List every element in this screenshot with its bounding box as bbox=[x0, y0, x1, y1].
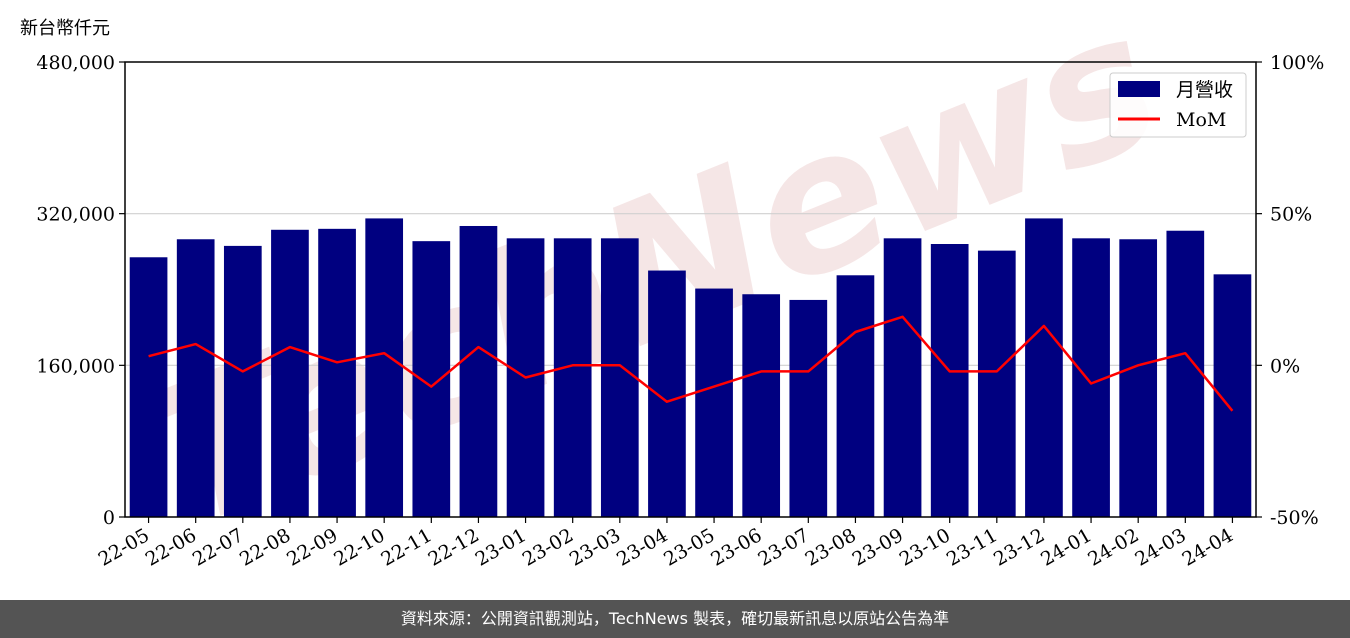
bar bbox=[930, 244, 969, 517]
y-left-tick-label: 320,000 bbox=[36, 204, 115, 226]
bar bbox=[883, 238, 922, 517]
source-footer: 資料來源：公開資訊觀測站，TechNews 製表，確切最新訊息以原站公告為準 bbox=[0, 600, 1350, 638]
legend-label: 月營收 bbox=[1176, 79, 1233, 101]
x-tick-label: 22-12 bbox=[424, 524, 482, 570]
bar bbox=[695, 288, 733, 517]
bar bbox=[836, 275, 875, 517]
y-left-tick-label: 0 bbox=[103, 507, 115, 529]
bar bbox=[223, 245, 262, 518]
bar bbox=[789, 299, 828, 517]
x-tick-label: 24-04 bbox=[1178, 524, 1236, 570]
bar bbox=[412, 241, 451, 517]
plot-frame bbox=[124, 61, 1257, 518]
x-tick-label: 23-09 bbox=[849, 524, 907, 570]
x-tick-label: 23-01 bbox=[472, 524, 530, 570]
x-tick-label: 22-10 bbox=[330, 524, 388, 570]
bar bbox=[553, 238, 592, 517]
x-tick-label: 23-03 bbox=[566, 524, 624, 570]
y-right-tick-label: 100% bbox=[1270, 52, 1324, 74]
bar bbox=[600, 238, 639, 517]
bar bbox=[129, 257, 168, 517]
x-tick-label: 23-05 bbox=[660, 524, 718, 570]
x-tick-label: 24-01 bbox=[1037, 524, 1095, 570]
x-tick-label: 24-03 bbox=[1131, 524, 1189, 570]
x-tick-label: 22-05 bbox=[95, 524, 153, 570]
x-tick-label: 23-12 bbox=[990, 524, 1048, 570]
bar bbox=[318, 228, 356, 518]
bar bbox=[176, 239, 215, 517]
bar bbox=[977, 250, 1016, 517]
y-right-tick-label: -50% bbox=[1270, 507, 1319, 529]
revenue-chart: TechNews 0160,000320,000480,000-50%0%50%… bbox=[36, 0, 1324, 571]
gridlines bbox=[125, 213, 1256, 366]
mom-line bbox=[148, 315, 1234, 412]
x-tick-label: 22-11 bbox=[377, 524, 435, 570]
y-left-tick-label: 160,000 bbox=[36, 355, 115, 377]
legend-bar-swatch bbox=[1118, 81, 1160, 97]
x-tick-label: 23-06 bbox=[707, 524, 765, 570]
y-right-tick-label: 50% bbox=[1270, 204, 1312, 226]
bar bbox=[271, 229, 309, 517]
x-tick-label: 23-02 bbox=[519, 524, 577, 570]
x-tick-label: 23-11 bbox=[943, 524, 1001, 570]
x-tick-label: 24-02 bbox=[1084, 524, 1142, 570]
mom-line-series bbox=[148, 315, 1234, 412]
bar bbox=[459, 225, 498, 518]
x-tick-label: 23-04 bbox=[613, 524, 671, 570]
bar bbox=[1166, 230, 1205, 517]
legend: 月營收 MoM bbox=[1109, 72, 1247, 138]
y-left-tick-label: 480,000 bbox=[36, 52, 115, 74]
bar bbox=[648, 270, 686, 517]
y-right-tick-label: 0% bbox=[1270, 355, 1300, 377]
x-tick-label: 23-08 bbox=[801, 524, 859, 570]
bar bbox=[1025, 218, 1063, 517]
bar bbox=[742, 294, 781, 517]
x-tick-label: 22-06 bbox=[142, 524, 200, 570]
x-tick-label: 23-07 bbox=[754, 524, 812, 570]
x-tick-label: 23-10 bbox=[896, 524, 954, 570]
bar-series bbox=[129, 218, 1252, 518]
bar bbox=[365, 218, 404, 517]
y-axis-unit-label: 新台幣仟元 bbox=[20, 18, 110, 39]
legend-label: MoM bbox=[1176, 109, 1226, 131]
bar bbox=[1119, 239, 1158, 517]
